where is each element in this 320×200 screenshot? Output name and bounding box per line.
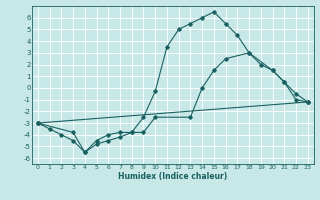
X-axis label: Humidex (Indice chaleur): Humidex (Indice chaleur)	[118, 172, 228, 181]
